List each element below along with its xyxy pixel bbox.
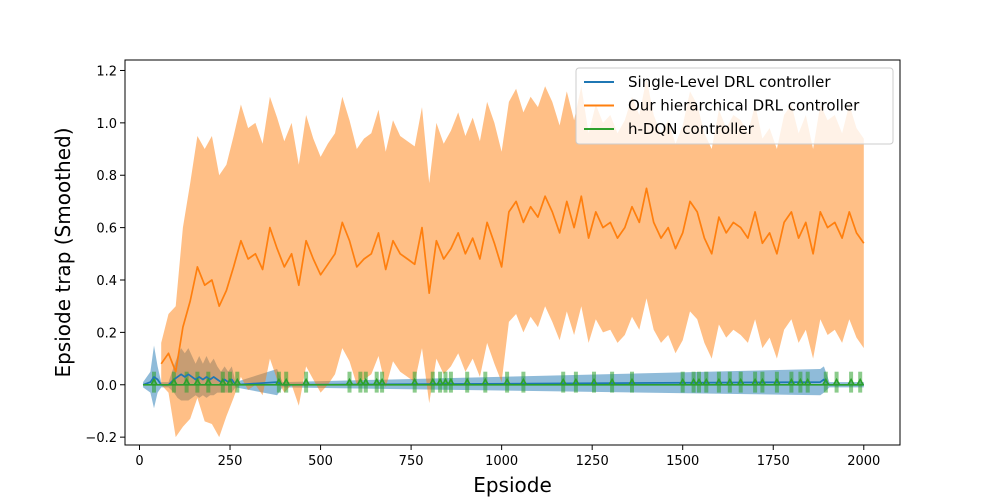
legend: Single-Level DRL controller Our hierarchi… xyxy=(575,67,894,145)
y-axis-label: Epsiode trap (Smoothed) xyxy=(51,127,75,377)
plot-frame xyxy=(124,59,901,446)
series-3-spike xyxy=(233,377,241,386)
y-tick-label: 0.0 xyxy=(96,379,117,394)
y-axis-ticks: −0.2 0.0 0.2 0.4 0.6 0.8 1.0 1.2 xyxy=(85,64,125,446)
series-3-spike xyxy=(481,377,489,386)
series-3-spike xyxy=(608,377,616,386)
series-3-spike xyxy=(193,377,202,386)
y-tick-label: 0.2 xyxy=(96,326,117,341)
series-3-spike xyxy=(590,377,598,386)
series-3-spike xyxy=(226,377,234,386)
series-3-spike xyxy=(503,377,511,386)
x-axis-label: Epsiode xyxy=(473,473,552,497)
series-3-spike xyxy=(702,377,710,386)
legend-label: Our hierarchical DRL controller xyxy=(628,97,860,115)
series-3-spike xyxy=(773,377,781,386)
series-3-spike xyxy=(429,377,437,386)
series-3-spike xyxy=(856,377,864,386)
series-3-spike xyxy=(559,377,567,386)
series-3-spike xyxy=(436,377,444,386)
series-3-spike xyxy=(751,377,759,386)
series-3-spike xyxy=(378,377,386,386)
x-tick-label: 500 xyxy=(308,454,333,469)
x-tick-label: 1000 xyxy=(485,454,518,469)
y-tick-label: −0.2 xyxy=(85,431,117,446)
series-3-spike xyxy=(275,377,283,386)
series-3-spike xyxy=(441,377,450,386)
legend-label: h-DQN controller xyxy=(628,120,755,138)
y-tick-label: 0.8 xyxy=(96,169,117,184)
legend-box xyxy=(575,67,894,145)
series-3-spike xyxy=(804,377,812,386)
x-tick-label: 2000 xyxy=(847,454,880,469)
series-3-spike xyxy=(463,377,471,386)
series-3-spike xyxy=(345,377,354,386)
series-3-spike xyxy=(572,377,580,386)
x-tick-label: 1750 xyxy=(757,454,790,469)
series-3-spike xyxy=(796,377,805,386)
series-3-spike xyxy=(689,377,698,386)
y-tick-label: 1.2 xyxy=(96,64,117,79)
series-3-spike xyxy=(822,377,830,386)
series-3-spike xyxy=(282,377,290,386)
series-3-spike xyxy=(715,377,723,386)
series-3-spike xyxy=(832,377,841,386)
series-3-spike xyxy=(519,377,528,386)
x-axis-ticks: 0 250 500 750 1000 1250 1500 1750 2000 xyxy=(135,445,880,469)
series-3-spike xyxy=(847,377,855,386)
series-3-spike xyxy=(737,377,745,386)
confidence-bands xyxy=(143,78,864,438)
series-2-line xyxy=(160,187,865,373)
series-3-spike xyxy=(758,377,767,386)
x-tick-label: 250 xyxy=(218,454,243,469)
series-3-spike xyxy=(302,377,310,386)
legend-label: Single-Level DRL controller xyxy=(628,73,831,91)
series-lines xyxy=(142,187,865,386)
y-tick-label: 1.0 xyxy=(96,117,117,132)
series-3-spike xyxy=(150,377,158,386)
series-2-band xyxy=(161,78,864,438)
series-3-spike xyxy=(787,377,796,386)
series-3-spike xyxy=(411,377,419,386)
series-3-spike xyxy=(170,377,178,386)
series-3-spike xyxy=(679,377,687,386)
y-tick-label: 0.4 xyxy=(96,274,117,289)
x-tick-label: 1250 xyxy=(576,454,609,469)
x-tick-label: 0 xyxy=(135,454,143,469)
series-3-spike xyxy=(356,377,365,386)
series-3-spike xyxy=(628,377,636,386)
x-tick-label: 1500 xyxy=(666,454,699,469)
series-3-spike xyxy=(182,377,191,386)
y-tick-label: 0.6 xyxy=(96,222,117,237)
x-tick-label: 750 xyxy=(399,454,424,469)
series-3-spike xyxy=(447,377,455,386)
series-3-spike xyxy=(373,377,381,386)
series-3-spike xyxy=(204,377,212,386)
series-3-spike xyxy=(219,377,227,386)
series-3-spike xyxy=(726,377,734,386)
series-3-spike xyxy=(695,377,703,386)
series-3-spike xyxy=(362,377,370,386)
